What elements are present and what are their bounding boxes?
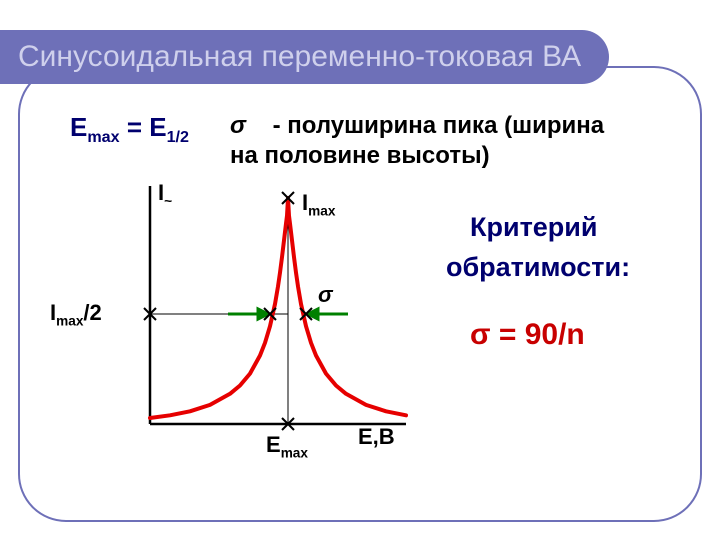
- peak-chart: I~ Imax Imax/2 σ Emax E,B: [110, 184, 410, 444]
- reversibility-formula: σ = 90/n: [470, 318, 585, 352]
- x-axis-label: E,B: [358, 424, 395, 450]
- peak-label-imax: Imax: [302, 190, 335, 216]
- sigma-definition-line2: на половине высоты): [230, 142, 490, 170]
- sigma-definition: σ - полуширина пика (ширина: [230, 112, 604, 140]
- sigma-chart-label: σ: [318, 282, 333, 308]
- half-label-imax2: Imax/2: [50, 300, 102, 326]
- y-axis-label: I~: [158, 180, 172, 206]
- criterion-line1: Критерий: [470, 212, 598, 243]
- x-peak-label-emax: Emax: [266, 432, 308, 458]
- criterion-line2: обратимости:: [446, 252, 630, 283]
- title-text: Синусоидальная переменно-токовая ВА: [18, 40, 581, 74]
- title-bar: Синусоидальная переменно-токовая ВА: [0, 30, 609, 84]
- equation-emax: Emax = E1/2: [70, 112, 189, 143]
